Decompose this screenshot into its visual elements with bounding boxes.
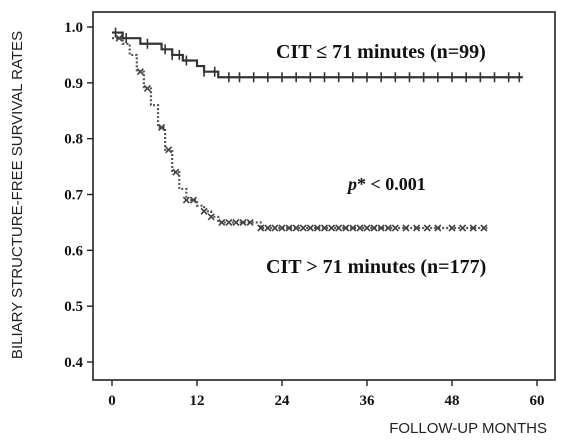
- y-tick-label: 0.7: [64, 188, 83, 204]
- censor-mark: [328, 224, 336, 232]
- censor-mark: [313, 224, 321, 232]
- x-axis-ticks: 0 12 24 36 48 60: [108, 380, 545, 409]
- censor-mark: [299, 224, 307, 232]
- censor-mark: [292, 224, 300, 232]
- series-layer: [112, 27, 523, 232]
- censor-mark: [115, 34, 123, 42]
- x-axis-label: FOLLOW-UP MONTHS: [389, 420, 547, 437]
- censor-mark: [335, 224, 343, 232]
- censor-mark: [207, 213, 215, 221]
- censor-mark: [143, 84, 151, 92]
- censor-mark: [349, 224, 357, 232]
- y-tick-label: 0.8: [64, 132, 83, 148]
- p-value-annotation: p* < 0.001: [346, 174, 426, 194]
- plot-border: [92, 11, 556, 381]
- censor-mark: [278, 224, 286, 232]
- censor-mark: [257, 224, 265, 232]
- censor-mark: [402, 224, 410, 232]
- censor-mark: [370, 224, 378, 232]
- censor-mark: [459, 224, 467, 232]
- series-2: [112, 34, 488, 232]
- censor-mark: [246, 218, 254, 226]
- censor-mark: [189, 196, 198, 204]
- y-tick-label: 0.5: [64, 299, 83, 315]
- censor-mark: [391, 224, 399, 232]
- plot-frame: [92, 11, 556, 381]
- censor-mark: [285, 224, 293, 232]
- censor-mark: [264, 224, 272, 232]
- y-axis-label: BILIARY STRUCTURE-FREE SURVIVAL RATES: [9, 31, 26, 359]
- censor-mark: [232, 218, 240, 226]
- censor-mark: [225, 218, 233, 226]
- y-tick-label: 1.0: [64, 20, 83, 36]
- series-line: [112, 37, 488, 230]
- x-tick-label: 36: [360, 393, 376, 409]
- censor-mark: [342, 224, 350, 232]
- censor-mark: [271, 224, 279, 232]
- censor-mark: [158, 123, 166, 132]
- censor-mark: [377, 224, 385, 232]
- censor-mark: [356, 224, 364, 232]
- x-tick-label: 12: [190, 393, 205, 409]
- series-1: [112, 27, 523, 83]
- y-axis-ticks: 0.4 0.5 0.6 0.7 0.8 0.9 1.0: [64, 20, 93, 371]
- censor-mark: [218, 218, 226, 226]
- x-tick-label: 0: [108, 393, 116, 409]
- x-tick-label: 48: [445, 393, 460, 409]
- x-tick-label: 60: [530, 393, 545, 409]
- p-value-text: * < 0.001: [357, 174, 426, 194]
- censor-mark: [384, 224, 392, 232]
- censor-mark: [136, 68, 144, 76]
- censor-mark: [172, 168, 180, 176]
- y-tick-label: 0.4: [64, 355, 83, 371]
- x-tick-label: 24: [275, 393, 291, 409]
- censor-mark: [200, 207, 208, 215]
- censor-mark: [182, 196, 190, 204]
- legend-label-short-cit: CIT ≤ 71 minutes (n=99): [276, 41, 486, 63]
- censor-mark: [320, 224, 329, 232]
- censor-mark: [363, 224, 371, 232]
- p-symbol: p: [346, 174, 357, 194]
- series-line: [112, 31, 523, 79]
- y-tick-label: 0.9: [64, 76, 83, 92]
- censor-mark: [165, 146, 173, 154]
- censor-mark: [469, 224, 477, 232]
- censor-mark: [448, 224, 456, 232]
- censor-mark: [306, 224, 314, 232]
- legend-label-long-cit: CIT > 71 minutes (n=177): [266, 256, 486, 278]
- censor-mark: [239, 218, 247, 226]
- censor-mark: [413, 224, 421, 232]
- censor-mark: [434, 224, 442, 232]
- y-tick-label: 0.6: [64, 243, 83, 259]
- censor-mark: [423, 224, 431, 232]
- censor-mark: [480, 224, 488, 232]
